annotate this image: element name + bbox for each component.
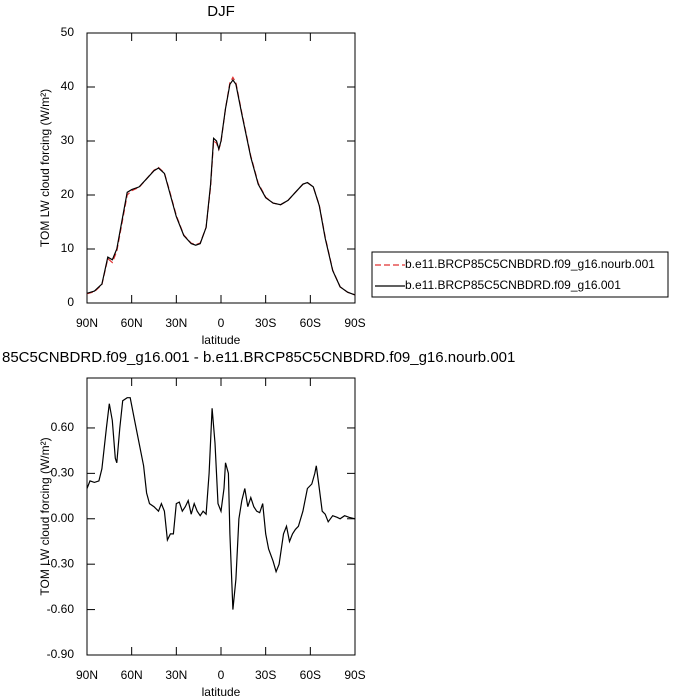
y-tick-label: 0.30 bbox=[51, 466, 75, 480]
data-line bbox=[86, 78, 356, 296]
x-tick-label: 90S bbox=[344, 316, 365, 330]
y-tick-label: 0 bbox=[67, 295, 74, 309]
chart-title: DJF bbox=[207, 3, 235, 20]
y-tick-label: -0.30 bbox=[47, 556, 75, 570]
y-tick-label: -0.90 bbox=[47, 647, 75, 661]
chart-title: 85C5CNBDRD.f09_g16.001 - b.e11.BRCP85C5C… bbox=[2, 349, 515, 366]
x-tick-label: 30N bbox=[165, 316, 187, 330]
x-tick-label: 30S bbox=[255, 668, 276, 682]
x-tick-label: 90N bbox=[76, 316, 98, 330]
x-tick-label: 0 bbox=[218, 668, 225, 682]
y-tick-label: 20 bbox=[61, 187, 75, 201]
y-tick-label: -0.60 bbox=[47, 602, 75, 616]
data-line bbox=[86, 397, 356, 610]
x-tick-label: 30N bbox=[165, 668, 187, 682]
y-tick-label: 0.00 bbox=[51, 511, 75, 525]
legend-box bbox=[371, 251, 669, 298]
legend-label: b.e11.BRCP85C5CNBDRD.f09_g16.nourb.001 bbox=[405, 257, 655, 271]
plot-frame bbox=[86, 32, 356, 304]
x-tick-label: 60N bbox=[121, 668, 143, 682]
x-tick-label: 90S bbox=[344, 668, 365, 682]
x-tick-label: 90N bbox=[76, 668, 98, 682]
x-tick-label: 0 bbox=[218, 316, 225, 330]
y-tick-label: 40 bbox=[61, 79, 75, 93]
plot-frame bbox=[86, 377, 356, 656]
x-axis-label: latitude bbox=[202, 333, 241, 347]
y-tick-label: 0.60 bbox=[51, 420, 75, 434]
y-tick-label: 50 bbox=[61, 25, 75, 39]
legend-label: b.e11.BRCP85C5CNBDRD.f09_g16.001 bbox=[405, 278, 621, 292]
y-tick-label: 10 bbox=[61, 241, 75, 255]
y-axis-label: TOM LW cloud forcing (W/m²) bbox=[38, 437, 52, 595]
y-tick-label: 30 bbox=[61, 133, 75, 147]
x-tick-label: 60S bbox=[300, 316, 321, 330]
x-tick-label: 60S bbox=[300, 668, 321, 682]
x-axis-label: latitude bbox=[202, 685, 241, 699]
y-axis-label: TOM LW cloud forcing (W/m²) bbox=[38, 89, 52, 247]
x-tick-label: 60N bbox=[121, 316, 143, 330]
data-line bbox=[86, 76, 356, 296]
x-tick-label: 30S bbox=[255, 316, 276, 330]
